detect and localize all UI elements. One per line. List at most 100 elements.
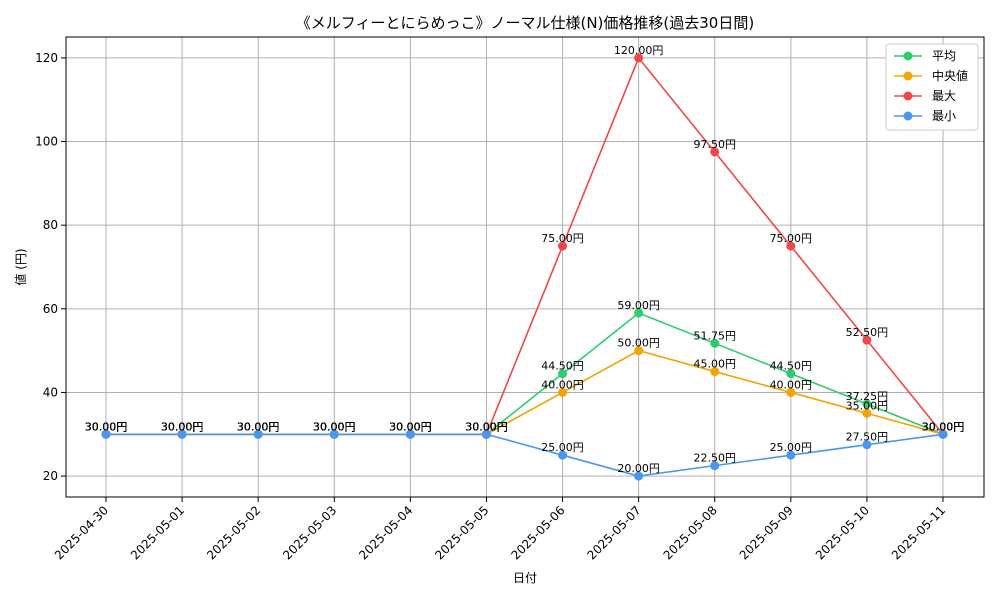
- data-label: 25.00円: [770, 441, 813, 454]
- data-label: 30.00円: [161, 420, 204, 433]
- data-label: 25.00円: [541, 441, 584, 454]
- data-label: 30.00円: [465, 420, 508, 433]
- data-label: 30.00円: [85, 420, 128, 433]
- legend-marker: [903, 91, 913, 101]
- data-label: 30.00円: [313, 420, 356, 433]
- data-point: [786, 369, 796, 379]
- legend-marker: [903, 51, 913, 61]
- y-tick-label: 80: [43, 218, 58, 232]
- x-tick-label: 2025-05-01: [128, 503, 187, 562]
- data-point: [862, 440, 872, 450]
- x-tick-label: 2025-05-05: [432, 503, 491, 562]
- y-tick-label: 120: [35, 51, 58, 65]
- series-line: [106, 433, 944, 477]
- data-label: 30.00円: [161, 420, 204, 433]
- data-label: 35.00円: [846, 399, 889, 412]
- data-label: 30.00円: [85, 420, 128, 433]
- data-point: [634, 346, 644, 356]
- data-label: 40.00円: [541, 378, 584, 391]
- legend-marker: [903, 71, 913, 81]
- data-point: [558, 241, 568, 251]
- data-label: 27.50円: [846, 431, 889, 444]
- y-tick-label: 20: [43, 469, 58, 483]
- x-tick-label: 2025-05-08: [661, 503, 720, 562]
- data-label: 75.00円: [770, 232, 813, 245]
- data-label: 30.00円: [922, 420, 965, 433]
- data-point: [405, 429, 415, 439]
- x-tick-label: 2025-05-03: [280, 503, 339, 562]
- data-label: 30.00円: [237, 420, 280, 433]
- data-label: 51.75円: [693, 329, 736, 342]
- data-label: 30.00円: [389, 420, 432, 433]
- axis-layer: 2025-04-30 2025-05-01 2025-05-02 2025-05-03…: [35, 51, 948, 563]
- data-label: 30.00円: [313, 420, 356, 433]
- data-point: [710, 338, 720, 348]
- data-point: [634, 53, 644, 63]
- legend-entry: 平均: [932, 49, 956, 63]
- data-point: [558, 450, 568, 460]
- data-point: [786, 241, 796, 251]
- legend-entry: 中央値: [932, 68, 968, 83]
- data-point: [481, 429, 491, 439]
- legend-marker: [903, 111, 913, 121]
- data-label: 30.00円: [161, 420, 204, 433]
- data-point: [786, 450, 796, 460]
- data-label: 45.00円: [693, 358, 736, 371]
- data-point: [710, 461, 720, 471]
- data-label: 30.00円: [922, 420, 965, 433]
- data-label: 50.00円: [617, 337, 660, 350]
- data-point: [786, 387, 796, 397]
- y-tick-label: 40: [43, 385, 58, 399]
- x-tick-label: 2025-04-30: [52, 503, 111, 562]
- x-tick-label: 2025-05-09: [737, 503, 796, 562]
- data-label: 30.00円: [922, 420, 965, 433]
- data-point: [710, 367, 720, 377]
- data-point: [558, 387, 568, 397]
- data-label: 30.00円: [465, 420, 508, 433]
- x-tick-label: 2025-05-02: [204, 503, 263, 562]
- data-point: [938, 429, 948, 439]
- series-line: [106, 312, 944, 436]
- series-line: [106, 56, 944, 436]
- grid-layer: [66, 37, 984, 497]
- legend-entry: 最大: [932, 89, 956, 103]
- data-point: [329, 429, 339, 439]
- data-point: [634, 308, 644, 318]
- y-tick-label: 100: [35, 135, 58, 149]
- data-label: 30.00円: [465, 420, 508, 433]
- series-layer: [101, 53, 948, 481]
- data-label: 97.50円: [693, 138, 736, 151]
- data-point: [862, 399, 872, 409]
- data-point: [253, 429, 263, 439]
- data-label: 30.00円: [85, 420, 128, 433]
- y-tick-label: 60: [43, 302, 58, 316]
- data-label: 30.00円: [389, 420, 432, 433]
- data-point: [101, 429, 111, 439]
- data-point: [558, 369, 568, 379]
- data-label: 30.00円: [237, 420, 280, 433]
- data-label: 44.50円: [541, 360, 584, 373]
- data-label: 30.00円: [161, 420, 204, 433]
- data-label: 40.00円: [770, 378, 813, 391]
- x-axis-label: 日付: [513, 571, 537, 585]
- data-label: 120.00円: [614, 44, 664, 57]
- data-point: [177, 429, 187, 439]
- data-label: 30.00円: [465, 420, 508, 433]
- x-tick-label: 2025-05-07: [585, 503, 644, 562]
- data-label: 44.50円: [770, 360, 813, 373]
- data-label: 59.00円: [617, 299, 660, 312]
- data-point: [710, 147, 720, 157]
- plot-frame: [65, 36, 985, 498]
- data-label-layer: 30.00円 30.00円 30.00円 30.00円 30.00円 30.00円 44.5…: [85, 44, 965, 475]
- data-label: 30.00円: [389, 420, 432, 433]
- data-label: 30.00円: [313, 420, 356, 433]
- legend-box: [885, 43, 979, 131]
- data-label: 30.00円: [313, 420, 356, 433]
- data-label: 22.50円: [693, 452, 736, 465]
- x-tick-label: 2025-05-11: [889, 503, 948, 562]
- chart-title: 《メルフィーとにらめっこ》ノーマル仕様(N)価格推移(過去30日間): [296, 14, 754, 32]
- x-tick-label: 2025-05-10: [813, 503, 872, 562]
- data-point: [862, 408, 872, 418]
